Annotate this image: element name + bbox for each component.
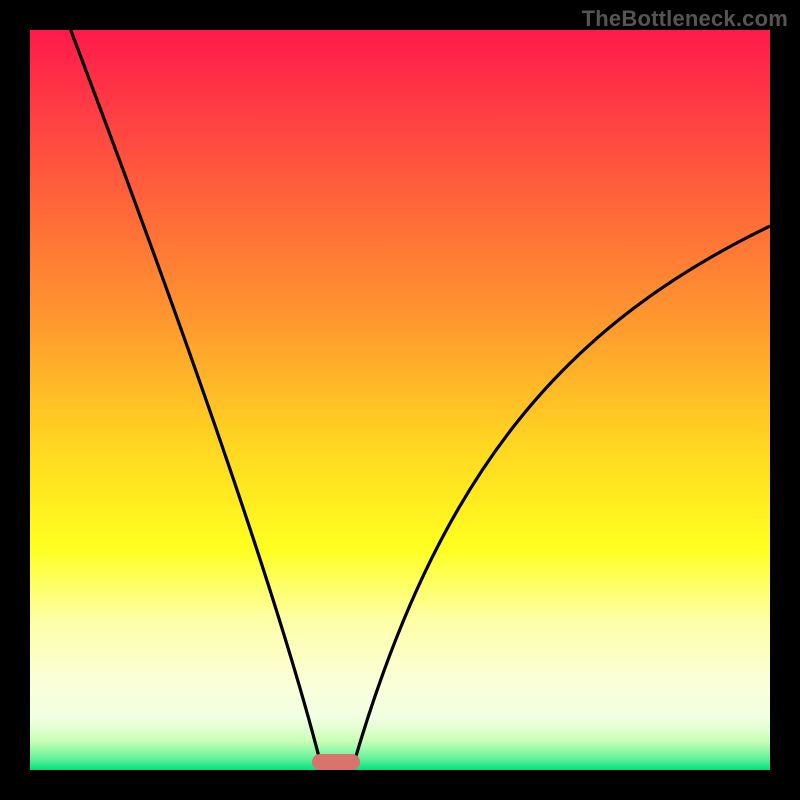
- plot-area: [30, 30, 770, 770]
- watermark-text: TheBottleneck.com: [582, 6, 788, 32]
- bottleneck-curve-chart: [30, 30, 770, 770]
- gradient-background: [30, 30, 770, 770]
- chart-frame: TheBottleneck.com: [0, 0, 800, 800]
- optimum-marker: [312, 754, 360, 770]
